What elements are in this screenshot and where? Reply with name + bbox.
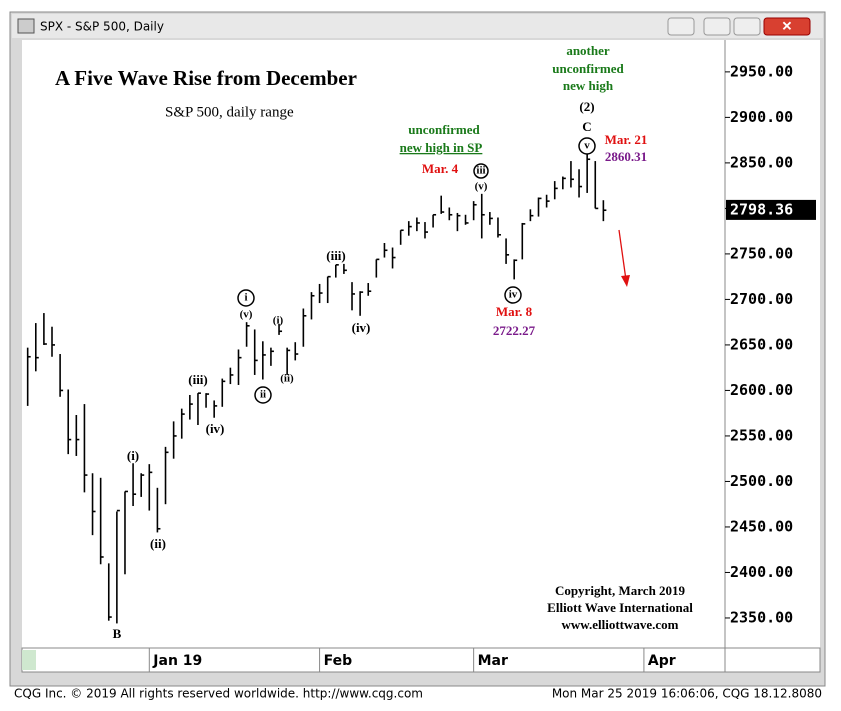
app-icon [17,18,35,34]
note: unconfirmed [408,122,480,137]
date-note: Mar. 4 [422,161,459,176]
note: new high [563,78,614,93]
y-tick-label: 2650.00 [730,335,793,353]
y-axis-area [725,40,820,648]
footer-left: CQG Inc. © 2019 All rights reserved worl… [14,687,423,701]
wave-label: v [584,140,590,152]
y-tick-label: 2500.00 [730,472,793,490]
note: new high in SP [400,140,483,155]
arrow [618,229,627,281]
wave-circle [473,163,489,179]
wave-label: iv [509,289,518,301]
copyright: Copyright, March 2019 [555,583,686,598]
note: unconfirmed [552,61,624,76]
wave-label: (iv) [206,421,225,436]
scroll-thumb[interactable] [22,650,36,670]
x-tick-label: Mar [478,653,508,669]
last-price-label: 2798.36 [730,200,793,218]
window-title: SPX - S&P 500, Daily [40,20,164,34]
price-note: 2860.31 [605,149,647,164]
wave-circle [504,286,522,304]
wave-label: B [113,626,122,641]
y-tick-label: 2700.00 [730,290,793,308]
wave-circle [578,137,596,155]
note: another [566,43,610,58]
y-tick-label: 2350.00 [730,608,793,626]
wave-label: (i) [127,448,139,463]
wave-label: C [582,119,591,134]
footer-right: Mon Mar 25 2019 16:06:06, CQG 18.12.8080 [552,687,822,701]
plot-area [22,40,725,648]
x-axis-area [21,647,821,673]
wave-label: iii [476,165,485,177]
minimize-button[interactable] [703,17,731,36]
copyright: Elliott Wave International [547,600,693,615]
arrow-head [621,275,630,287]
wave-label: (ii) [150,536,166,551]
wave-circle [254,386,272,404]
x-tick-label: Jan 19 [152,653,202,669]
last-price-box [726,199,816,220]
annotations: A Five Wave Rise from December S&P 500, … [55,43,693,641]
wave-label: (iv) [352,320,371,335]
price-note: 2722.27 [493,323,536,338]
close-icon: ✕ [782,18,793,33]
wave-label: ii [260,389,266,401]
close-button[interactable] [763,17,811,36]
y-tick-label: 2850.00 [730,153,793,171]
y-tick-label: 2450.00 [730,517,793,535]
wave-label: (iii) [326,248,346,263]
x-tick-label: Feb [324,653,353,669]
y-tick-label: 2550.00 [730,426,793,444]
date-note: Mar. 21 [605,132,648,147]
wave-label: (v) [240,309,253,321]
chart-subtitle: S&P 500, daily range [165,104,294,120]
date-note: Mar. 8 [496,304,533,319]
x-tick-label: Apr [648,653,676,669]
chart-title: A Five Wave Rise from December [55,66,357,90]
y-tick-label: 2600.00 [730,381,793,399]
wave-circle [237,289,255,307]
y-tick-label: 2400.00 [730,563,793,581]
wave-label: (v) [475,181,488,193]
y-tick-label: 2750.00 [730,244,793,262]
copyright: www.elliottwave.com [562,617,679,632]
pin-button[interactable] [667,17,695,36]
wave-label: (i) [273,315,284,327]
y-tick-label: 2900.00 [730,108,793,126]
maximize-button[interactable] [733,17,761,36]
wave-label: (2) [579,99,594,114]
y-tick-label: 2950.00 [730,62,793,80]
wave-label: (ii) [280,373,294,385]
wave-label: (iii) [188,372,208,387]
wave-label: i [244,292,247,304]
